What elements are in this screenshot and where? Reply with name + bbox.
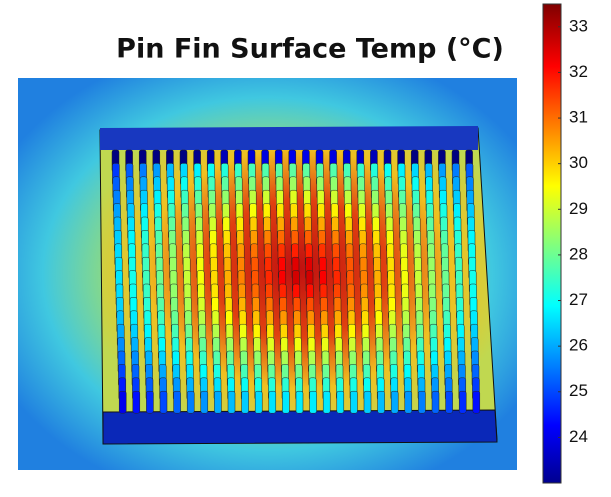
pin: [418, 391, 425, 413]
pin: [323, 391, 330, 413]
render: [18, 78, 517, 470]
figure: Pin Fin Surface Temp (°C) 24 25 26 27 28 29 30…: [0, 0, 611, 492]
pin: [310, 391, 317, 413]
wall-top: [100, 126, 478, 150]
tick-label: 30: [569, 153, 588, 172]
pin: [187, 391, 194, 413]
tick-label: 26: [569, 336, 588, 355]
tick-label: 32: [569, 62, 588, 81]
pin: [337, 391, 344, 413]
page: {"chart_data": {"type": "colormap", "tit…: [0, 0, 611, 492]
pin: [364, 391, 371, 413]
pin: [201, 391, 208, 413]
pin: [242, 391, 249, 413]
pin: [160, 391, 167, 413]
tick-label: 33: [569, 16, 588, 35]
title: Pin Fin Surface Temp (°C): [116, 34, 504, 65]
tick-label: 31: [569, 108, 588, 127]
pin: [146, 391, 153, 413]
pin: [378, 391, 385, 413]
tick-label: 28: [569, 244, 588, 263]
pin: [350, 391, 357, 413]
pin: [119, 391, 126, 413]
pin: [391, 391, 398, 413]
pin: [446, 391, 453, 413]
pin: [255, 391, 262, 413]
wall-bottom: [103, 410, 497, 444]
colorbar-ticks: 24 25 26 27 28 29 30 31 32 33: [558, 16, 588, 446]
pin: [296, 391, 303, 413]
tick-label: 24: [569, 427, 588, 446]
pin: [459, 391, 466, 413]
pin: [133, 391, 140, 413]
tick-label: 25: [569, 381, 588, 400]
pin: [214, 391, 221, 413]
pin: [473, 391, 480, 413]
tick-label: 29: [569, 199, 588, 218]
colorbar: [543, 4, 561, 483]
tick-label: 27: [569, 290, 588, 309]
pin: [432, 391, 439, 413]
pin: [228, 391, 235, 413]
pin: [405, 391, 412, 413]
pin: [174, 391, 181, 413]
pin: [269, 391, 276, 413]
pin: [282, 391, 289, 413]
